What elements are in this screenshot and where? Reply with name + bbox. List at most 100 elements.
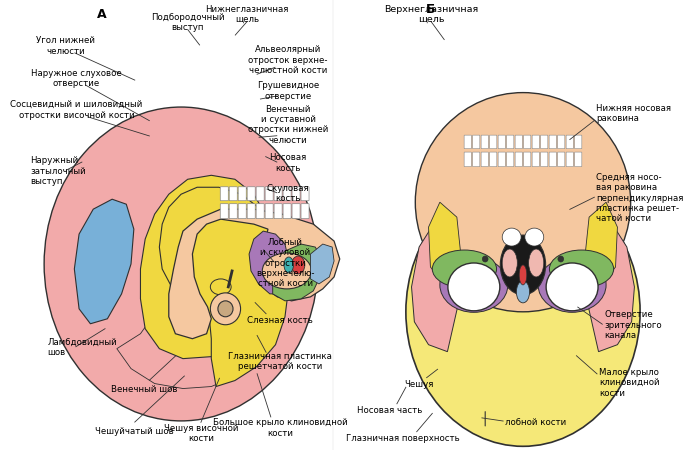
Ellipse shape: [292, 257, 304, 274]
Ellipse shape: [502, 249, 517, 277]
FancyBboxPatch shape: [247, 204, 256, 219]
FancyBboxPatch shape: [292, 204, 300, 219]
Ellipse shape: [211, 279, 231, 295]
Ellipse shape: [519, 265, 527, 285]
Text: Подбородочный
выступ: Подбородочный выступ: [151, 13, 225, 32]
FancyBboxPatch shape: [481, 153, 489, 167]
FancyBboxPatch shape: [274, 187, 282, 201]
Ellipse shape: [525, 229, 544, 247]
FancyBboxPatch shape: [540, 136, 548, 149]
Ellipse shape: [406, 178, 640, 446]
FancyBboxPatch shape: [524, 153, 531, 167]
Text: Средняя носо-
вая раковина
перпендикулярная
пластинка решет-
чатой кости: Средняя носо- вая раковина перпендикуляр…: [596, 173, 684, 223]
Polygon shape: [74, 200, 134, 324]
FancyBboxPatch shape: [220, 187, 228, 201]
Ellipse shape: [415, 93, 631, 312]
Text: Угол нижней
челюсти: Угол нижней челюсти: [36, 36, 95, 55]
Ellipse shape: [433, 250, 496, 288]
Text: Отверстие
зрительного
канала: Отверстие зрительного канала: [604, 310, 662, 339]
Circle shape: [211, 293, 241, 325]
Ellipse shape: [502, 229, 521, 247]
Ellipse shape: [284, 258, 293, 273]
Text: Глазничная поверхность: Глазничная поверхность: [346, 433, 459, 442]
Polygon shape: [412, 218, 464, 352]
Ellipse shape: [448, 263, 500, 311]
Text: Альвеолярный
отросток верхне-
челюстной кости: Альвеолярный отросток верхне- челюстной …: [248, 46, 328, 75]
FancyBboxPatch shape: [549, 136, 557, 149]
FancyBboxPatch shape: [532, 153, 539, 167]
FancyBboxPatch shape: [292, 187, 300, 201]
Circle shape: [482, 257, 488, 262]
Polygon shape: [160, 188, 288, 387]
Text: Чешуйчатый шов: Чешуйчатый шов: [95, 426, 174, 435]
Text: Лобный
и скуловой
отростки
верхнечелю-
стной кости: Лобный и скуловой отростки верхнечелю- с…: [256, 237, 315, 288]
FancyBboxPatch shape: [473, 153, 480, 167]
FancyBboxPatch shape: [229, 187, 237, 201]
FancyBboxPatch shape: [507, 153, 514, 167]
Polygon shape: [169, 210, 340, 339]
Text: Венечный
и суставной
отростки нижней
челюсти: Венечный и суставной отростки нижней чел…: [248, 105, 328, 145]
FancyBboxPatch shape: [558, 136, 565, 149]
FancyBboxPatch shape: [498, 153, 505, 167]
Text: Грушевидное
отверстие: Грушевидное отверстие: [257, 81, 319, 101]
Text: Нижняя носовая
раковина: Нижняя носовая раковина: [596, 104, 671, 123]
Polygon shape: [249, 231, 288, 294]
FancyBboxPatch shape: [464, 136, 471, 149]
Ellipse shape: [262, 253, 312, 289]
Text: Сосцевидный и шиловидный
отростки височной кости: Сосцевидный и шиловидный отростки височн…: [10, 100, 143, 120]
FancyBboxPatch shape: [238, 187, 246, 201]
FancyBboxPatch shape: [575, 136, 582, 149]
FancyBboxPatch shape: [549, 153, 557, 167]
Ellipse shape: [546, 263, 598, 311]
Circle shape: [558, 257, 564, 262]
FancyBboxPatch shape: [256, 204, 264, 219]
FancyBboxPatch shape: [256, 187, 264, 201]
Text: Б: Б: [426, 3, 435, 15]
FancyBboxPatch shape: [247, 187, 256, 201]
FancyBboxPatch shape: [473, 136, 480, 149]
FancyBboxPatch shape: [507, 136, 514, 149]
Text: Венечный шов: Венечный шов: [111, 384, 178, 393]
Text: Носовая часть: Носовая часть: [356, 405, 422, 414]
Text: Слезная кость: Слезная кость: [247, 316, 313, 324]
FancyBboxPatch shape: [489, 153, 497, 167]
FancyBboxPatch shape: [301, 204, 309, 219]
FancyBboxPatch shape: [498, 136, 505, 149]
Text: Скуловая
кость: Скуловая кость: [267, 184, 309, 203]
Polygon shape: [582, 218, 634, 352]
Text: Чешуя височной
кости: Чешуя височной кости: [164, 423, 238, 442]
FancyBboxPatch shape: [489, 136, 497, 149]
Text: Глазничная пластинка
решетчатой кости: Глазничная пластинка решетчатой кости: [228, 351, 332, 370]
FancyBboxPatch shape: [575, 153, 582, 167]
Polygon shape: [273, 244, 323, 301]
FancyBboxPatch shape: [265, 187, 273, 201]
FancyBboxPatch shape: [540, 153, 548, 167]
FancyBboxPatch shape: [283, 187, 291, 201]
Ellipse shape: [528, 249, 544, 277]
FancyBboxPatch shape: [464, 153, 471, 167]
Ellipse shape: [550, 250, 614, 288]
FancyBboxPatch shape: [283, 204, 291, 219]
Text: Нижнеглазничная
щель: Нижнеглазничная щель: [206, 5, 289, 24]
Circle shape: [218, 301, 233, 317]
FancyBboxPatch shape: [566, 136, 573, 149]
Polygon shape: [117, 215, 273, 389]
FancyBboxPatch shape: [265, 204, 273, 219]
FancyBboxPatch shape: [532, 136, 539, 149]
Ellipse shape: [44, 108, 318, 421]
Ellipse shape: [440, 258, 508, 313]
Polygon shape: [428, 203, 461, 287]
Text: лобной кости: лобной кости: [505, 417, 566, 426]
FancyBboxPatch shape: [566, 153, 573, 167]
FancyBboxPatch shape: [524, 136, 531, 149]
FancyBboxPatch shape: [220, 204, 228, 219]
Ellipse shape: [517, 281, 530, 303]
Text: Наружное слуховое
отверстие: Наружное слуховое отверстие: [32, 69, 122, 88]
Polygon shape: [311, 244, 334, 284]
FancyBboxPatch shape: [481, 136, 489, 149]
FancyBboxPatch shape: [229, 204, 237, 219]
FancyBboxPatch shape: [558, 153, 565, 167]
Polygon shape: [584, 203, 617, 287]
Ellipse shape: [538, 258, 606, 313]
Text: Чешуя: Чешуя: [405, 379, 434, 388]
